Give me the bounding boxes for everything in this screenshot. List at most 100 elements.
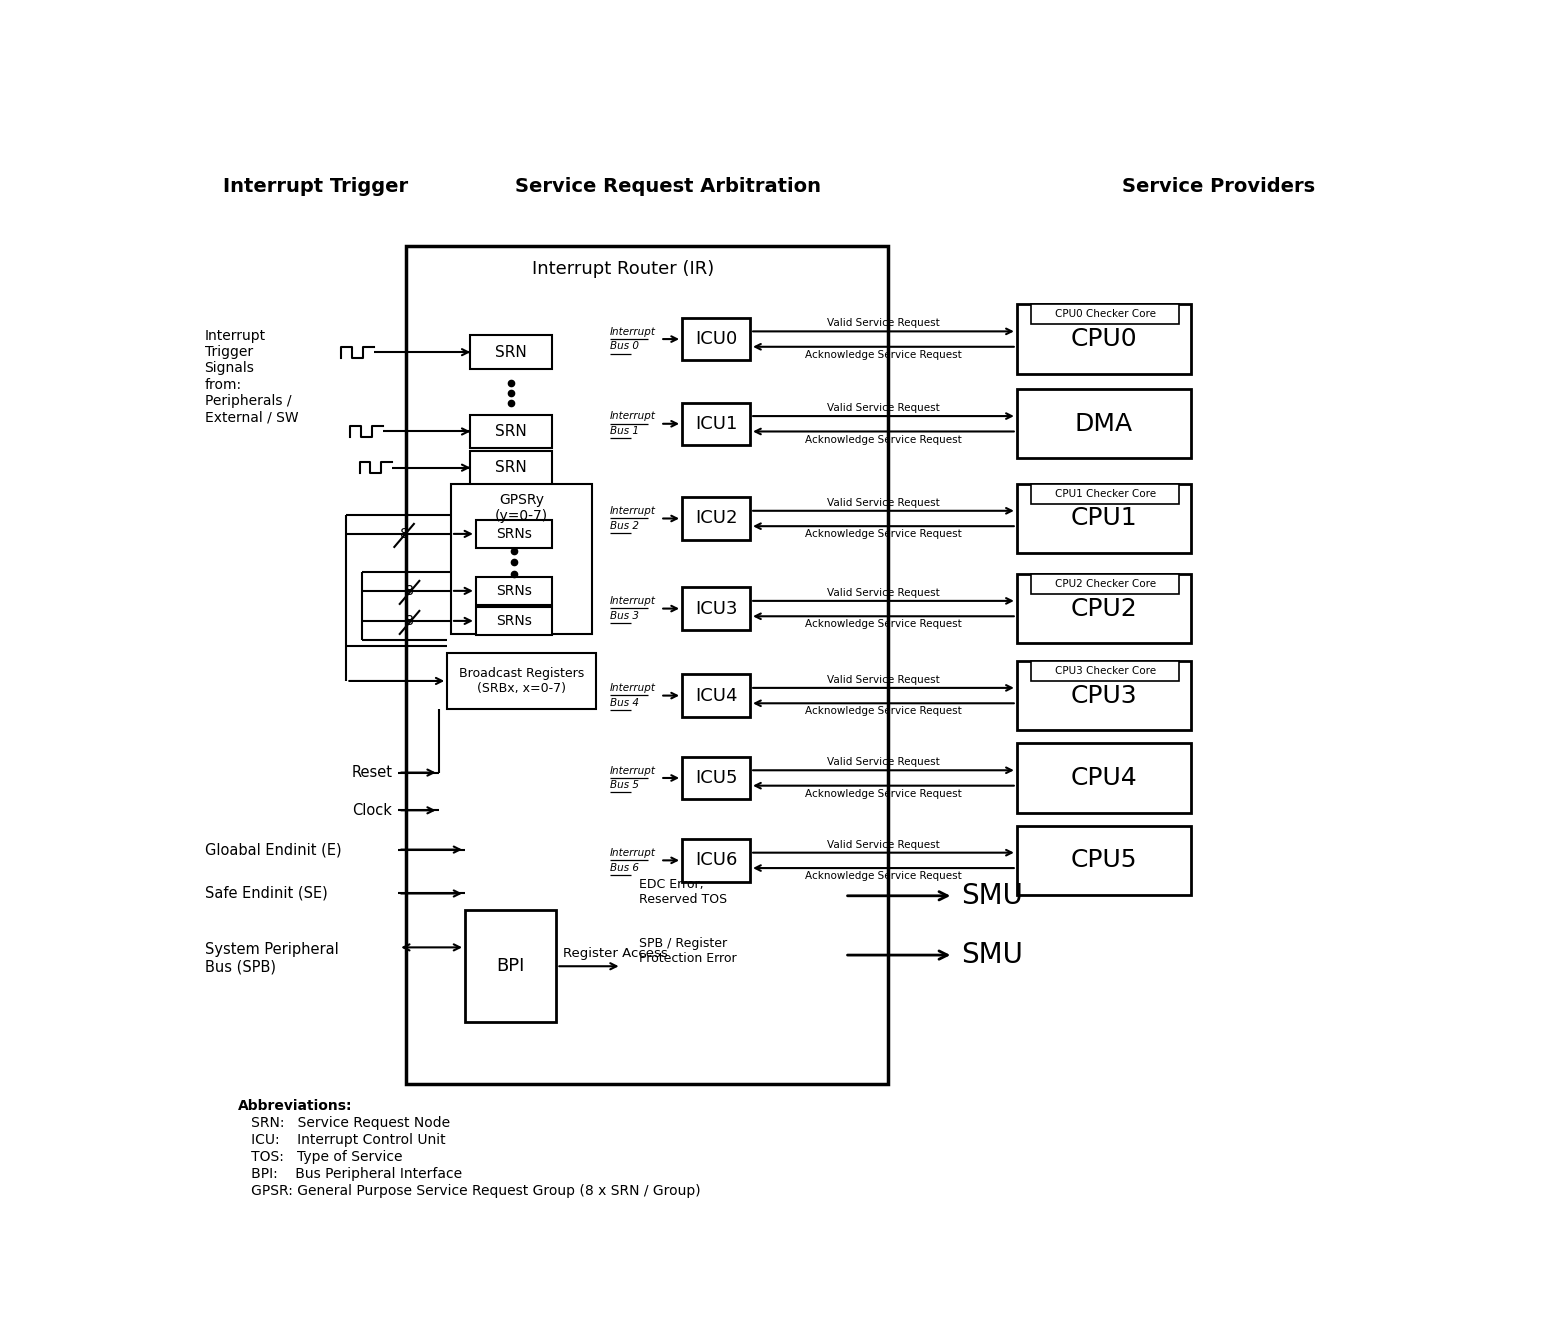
Bar	[447, 654, 597, 709]
Text: Bus 6: Bus 6	[609, 862, 639, 873]
Bar	[683, 587, 750, 630]
Text: Valid Service Request: Valid Service Request	[826, 840, 940, 849]
Text: Acknowledge Service Request: Acknowledge Service Request	[804, 872, 962, 881]
Text: 8: 8	[406, 614, 414, 628]
Text: Bus 1: Bus 1	[609, 427, 639, 436]
Bar	[683, 402, 750, 445]
Text: Interrupt Router (IR): Interrupt Router (IR)	[531, 259, 714, 278]
Bar	[465, 910, 556, 1021]
Bar	[470, 336, 551, 369]
Text: CPU2: CPU2	[1070, 596, 1137, 620]
Text: Bus 5: Bus 5	[609, 781, 639, 790]
Text: TOS:   Type of Service: TOS: Type of Service	[237, 1150, 403, 1165]
Text: Reset: Reset	[351, 765, 392, 779]
Bar	[1031, 574, 1179, 594]
Text: Bus 4: Bus 4	[609, 698, 639, 707]
Text: Gloabal Endinit (E): Gloabal Endinit (E)	[205, 842, 341, 857]
Text: Abbreviations:: Abbreviations:	[237, 1099, 353, 1114]
Bar	[1031, 305, 1179, 325]
Bar	[1031, 660, 1179, 681]
Text: 8: 8	[406, 584, 414, 598]
Bar	[406, 246, 889, 1084]
Text: CPU0 Checker Core: CPU0 Checker Core	[1054, 309, 1156, 320]
Text: SRN: SRN	[495, 424, 526, 439]
Text: SMU: SMU	[961, 941, 1023, 969]
Text: EDC Error,
Reserved TOS: EDC Error, Reserved TOS	[639, 878, 726, 906]
Text: ICU:    Interrupt Control Unit: ICU: Interrupt Control Unit	[237, 1132, 445, 1147]
Text: Interrupt Trigger: Interrupt Trigger	[223, 178, 408, 197]
Text: BPI: BPI	[497, 957, 525, 975]
Text: 8: 8	[400, 527, 409, 541]
Text: Valid Service Request: Valid Service Request	[826, 402, 940, 413]
Text: CPU2 Checker Core: CPU2 Checker Core	[1054, 579, 1156, 588]
Text: SRNs: SRNs	[495, 614, 531, 628]
Bar	[1017, 574, 1192, 643]
Text: DMA: DMA	[1075, 412, 1132, 436]
Text: Interrupt: Interrupt	[609, 326, 656, 337]
Text: Valid Service Request: Valid Service Request	[826, 588, 940, 598]
Text: SRN: SRN	[495, 460, 526, 475]
Text: Interrupt: Interrupt	[609, 596, 656, 606]
Text: Service Request Arbitration: Service Request Arbitration	[515, 178, 822, 197]
Bar	[476, 578, 551, 604]
Text: Broadcast Registers
(SRBx, x=0-7): Broadcast Registers (SRBx, x=0-7)	[459, 667, 584, 695]
Text: CPU3: CPU3	[1070, 683, 1137, 707]
Text: Register Access: Register Access	[562, 947, 667, 960]
Bar	[1017, 660, 1192, 730]
Text: Valid Service Request: Valid Service Request	[826, 497, 940, 508]
Text: Service Providers: Service Providers	[1122, 178, 1315, 197]
Text: CPU5: CPU5	[1070, 849, 1137, 872]
Text: ICU5: ICU5	[695, 769, 737, 787]
Text: GPSR: General Purpose Service Request Group (8 x SRN / Group): GPSR: General Purpose Service Request Gr…	[237, 1183, 700, 1198]
Text: CPU1: CPU1	[1070, 507, 1137, 531]
Text: Acknowledge Service Request: Acknowledge Service Request	[804, 789, 962, 798]
Bar	[476, 607, 551, 635]
Bar	[476, 520, 551, 548]
Text: ICU4: ICU4	[695, 687, 737, 705]
Text: Acknowledge Service Request: Acknowledge Service Request	[804, 529, 962, 539]
Text: Interrupt: Interrupt	[609, 683, 656, 694]
Text: SRN:   Service Request Node: SRN: Service Request Node	[237, 1116, 450, 1130]
Text: SPB / Register
Protection Error: SPB / Register Protection Error	[639, 937, 736, 965]
Text: ICU0: ICU0	[695, 330, 737, 348]
Text: Clock: Clock	[351, 802, 392, 818]
Text: SRNs: SRNs	[495, 584, 531, 598]
Bar	[683, 497, 750, 540]
Text: Interrupt: Interrupt	[609, 412, 656, 421]
Text: Interrupt: Interrupt	[609, 507, 656, 516]
Text: BPI:    Bus Peripheral Interface: BPI: Bus Peripheral Interface	[237, 1167, 462, 1181]
Text: Bus 3: Bus 3	[609, 611, 639, 620]
Text: Interrupt: Interrupt	[609, 766, 656, 775]
Bar	[1017, 743, 1192, 813]
Text: GPSRy
(y=0-7): GPSRy (y=0-7)	[495, 493, 548, 523]
Bar	[1017, 484, 1192, 554]
Bar	[683, 674, 750, 717]
Text: Valid Service Request: Valid Service Request	[826, 318, 940, 329]
Bar	[1031, 484, 1179, 504]
Text: SRNs: SRNs	[495, 527, 531, 541]
Bar	[683, 318, 750, 360]
Text: Acknowledge Service Request: Acknowledge Service Request	[804, 706, 962, 717]
Text: SRN: SRN	[495, 345, 526, 360]
Bar	[1017, 389, 1192, 459]
Text: CPU4: CPU4	[1070, 766, 1137, 790]
Text: CPU0: CPU0	[1070, 328, 1137, 352]
Bar	[1017, 305, 1192, 374]
Text: Safe Endinit (SE): Safe Endinit (SE)	[205, 886, 328, 901]
Bar	[470, 451, 551, 484]
Text: Valid Service Request: Valid Service Request	[826, 675, 940, 685]
Text: ICU2: ICU2	[695, 509, 737, 528]
Bar	[1017, 826, 1192, 894]
Text: SMU: SMU	[961, 882, 1023, 909]
Bar	[451, 484, 592, 634]
Text: Acknowledge Service Request: Acknowledge Service Request	[804, 435, 962, 445]
Text: System Peripheral
Bus (SPB): System Peripheral Bus (SPB)	[205, 943, 339, 975]
Bar	[683, 840, 750, 881]
Text: Bus 2: Bus 2	[609, 521, 639, 531]
Bar	[470, 414, 551, 448]
Text: ICU1: ICU1	[695, 414, 737, 433]
Bar	[683, 757, 750, 800]
Text: ICU6: ICU6	[695, 852, 737, 869]
Text: Acknowledge Service Request: Acknowledge Service Request	[804, 350, 962, 360]
Text: CPU1 Checker Core: CPU1 Checker Core	[1054, 489, 1156, 499]
